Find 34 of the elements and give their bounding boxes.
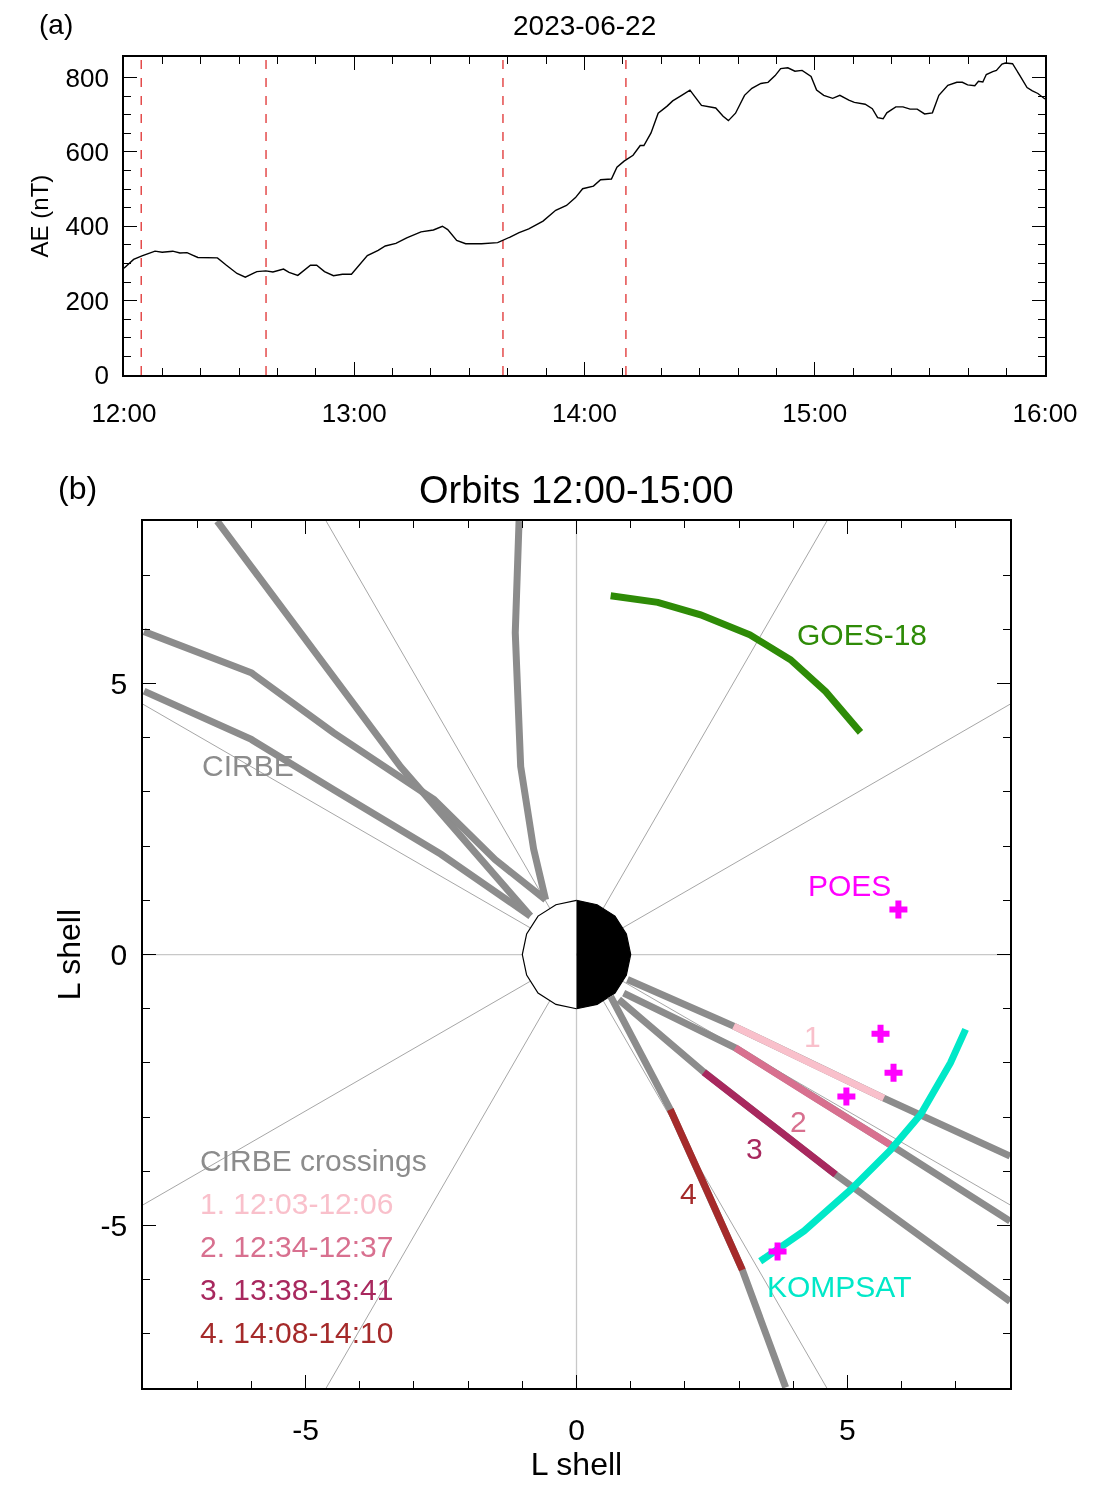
x-tick-label: 0 xyxy=(568,1412,585,1446)
y-tick-label: 600 xyxy=(65,136,109,167)
y-tick-label: -5 xyxy=(100,1208,128,1242)
annotation: KOMPSAT xyxy=(767,1270,912,1303)
chart-title: 2023-06-22 xyxy=(513,10,657,41)
y-axis-title: L shell xyxy=(51,908,88,1001)
x-tick-label: 12:00 xyxy=(91,397,157,428)
x-tick-label: 5 xyxy=(839,1412,856,1446)
y-tick-label: 200 xyxy=(65,285,109,316)
text: 4. 14:08-14:10 xyxy=(200,1316,394,1349)
y-tick-label: 400 xyxy=(65,211,109,242)
text: (b) xyxy=(58,470,98,506)
text: (a) xyxy=(39,9,74,40)
annotation: POES xyxy=(808,869,892,902)
chart-title: Orbits 12:00-15:00 xyxy=(419,469,734,511)
x-tick-label: 16:00 xyxy=(1012,397,1078,428)
annotation: 1 xyxy=(804,1020,821,1053)
y-tick-label: 0 xyxy=(110,938,128,972)
y-tick-label: 5 xyxy=(110,667,128,701)
x-tick-label: 14:00 xyxy=(551,397,618,428)
x-tick-label: 15:00 xyxy=(782,397,848,428)
annotation: 3 xyxy=(746,1132,763,1165)
y-axis-title: AE (nT) xyxy=(26,174,54,258)
annotation: GOES-18 xyxy=(797,618,928,651)
y-tick-label: 0 xyxy=(94,360,109,391)
text: 2. 12:34-12:37 xyxy=(200,1230,394,1263)
x-axis-title: L shell xyxy=(530,1445,623,1482)
text: 3. 13:38-13:41 xyxy=(200,1273,394,1306)
annotation: 2 xyxy=(790,1105,807,1138)
annotation: 4 xyxy=(680,1177,697,1210)
x-tick-label: -5 xyxy=(292,1412,319,1446)
y-tick-label: 800 xyxy=(65,62,109,93)
x-tick-label: 13:00 xyxy=(321,397,387,428)
text: 1. 12:03-12:06 xyxy=(200,1187,394,1220)
